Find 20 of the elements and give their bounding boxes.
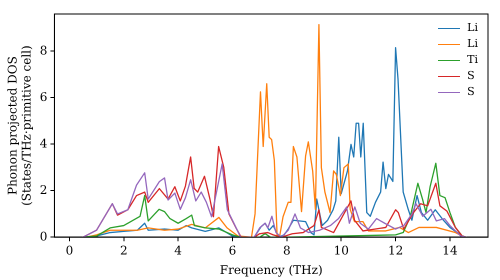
x-tick-label: 2 bbox=[120, 244, 128, 258]
x-tick-label: 4 bbox=[174, 244, 182, 258]
x-axis-title: Frequency (THz) bbox=[220, 262, 323, 277]
x-tick-label: 10 bbox=[334, 244, 349, 258]
legend-label: Li bbox=[467, 36, 478, 52]
x-tick-label: 0 bbox=[66, 244, 74, 258]
legend-label: S bbox=[467, 84, 475, 100]
x-tick-label: 14 bbox=[442, 244, 458, 258]
y-tick-label: 8 bbox=[40, 43, 48, 58]
x-tick-label: 6 bbox=[228, 244, 236, 258]
legend-label: S bbox=[467, 68, 475, 84]
legend-label: Ti bbox=[467, 52, 478, 68]
y-tick-label: 0 bbox=[40, 229, 48, 244]
x-tick-label: 8 bbox=[283, 244, 291, 258]
y-tick-label: 4 bbox=[40, 136, 48, 150]
legend-label: Li bbox=[467, 20, 478, 36]
y-tick-label: 2 bbox=[40, 182, 48, 197]
y-tick-label: 6 bbox=[40, 90, 48, 104]
x-tick-label: 12 bbox=[388, 244, 404, 258]
y-axis-title: Phonon projected DOS (States/THz·primitive cell) bbox=[5, 45, 34, 206]
